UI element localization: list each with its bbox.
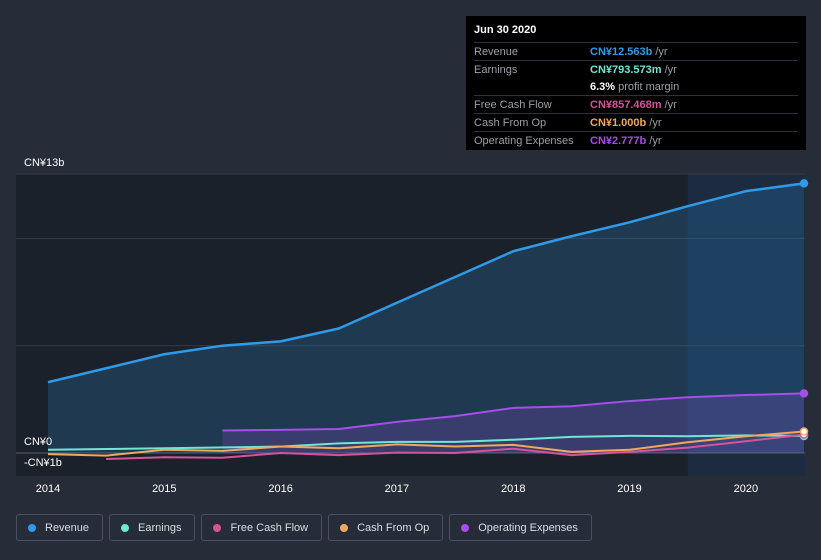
tooltip-row-unit: /yr: [655, 45, 668, 58]
legend-dot-icon: [28, 523, 36, 532]
x-axis-ticks: 2014 2015 2016 2017 2018 2019 2020: [36, 483, 758, 495]
line-earnings: [47, 434, 805, 451]
legend-item-revenue[interactable]: Revenue: [16, 514, 104, 541]
legend-dot-icon: [121, 523, 130, 532]
tooltip-row-unit: /yr: [664, 63, 677, 76]
x-axis-tick: 2017: [385, 483, 409, 495]
legend-item-free-cash-flow[interactable]: Free Cash Flow: [201, 514, 323, 541]
line-revenue: [47, 182, 805, 384]
tooltip-row-label: Cash From Op: [474, 116, 547, 129]
tooltip-row: Cash From Op CN¥1.000b/yr: [474, 113, 798, 131]
legend-dot-icon: [213, 523, 222, 532]
line-operating-expenses: [222, 392, 805, 432]
tooltip-row-value: CN¥2.777b: [590, 134, 647, 147]
x-axis-tick: 2016: [268, 483, 292, 495]
tooltip-row-unit: /yr: [649, 134, 662, 147]
x-axis-tick: 2015: [152, 483, 176, 495]
tooltip-row-unit: profit margin: [618, 80, 680, 93]
tooltip-row-label: Operating Expenses: [474, 134, 574, 147]
x-axis-tick: 2020: [734, 483, 758, 495]
legend-label: Free Cash Flow: [230, 521, 309, 534]
tooltip-row-value: CN¥857.468m: [590, 98, 662, 111]
tooltip-row-label: Earnings: [474, 63, 518, 76]
legend-item-earnings[interactable]: Earnings: [109, 514, 196, 541]
x-axis-tick: 2018: [501, 483, 525, 495]
tooltip-row-value: CN¥1.000b: [590, 116, 647, 129]
tooltip-rows: Revenue CN¥12.563b/yr Earnings CN¥793.573m /…: [474, 42, 798, 149]
point-cash-from-op: [799, 427, 809, 436]
legend-item-operating-expenses[interactable]: Operating Expenses: [449, 514, 592, 541]
legend-label: Revenue: [45, 521, 90, 534]
tooltip-row: Operating Expenses CN¥2.777b/yr: [474, 131, 798, 149]
tooltip-date: Jun 30 2020: [474, 24, 537, 36]
line-cash-from-op: [47, 430, 805, 457]
legend-label: Earnings: [138, 521, 182, 534]
line-free-cash-flow: [106, 433, 805, 461]
tooltip-row: 6.3% profit margin: [474, 78, 798, 95]
y-axis-labels: CN¥13b CN¥0 -CN¥1b: [24, 157, 64, 469]
series-group: [47, 179, 809, 461]
forecast-highlight-region: [687, 174, 805, 476]
x-axis-tick: 2019: [617, 483, 641, 495]
tooltip-row-label: Revenue: [474, 45, 519, 58]
legend-dot-icon: [461, 523, 470, 532]
area-operating-expenses: [222, 393, 804, 453]
tooltip-row: Earnings CN¥793.573m/yr: [474, 60, 798, 78]
legend-label: Cash From Op: [357, 521, 430, 534]
tooltip-row-unit: /yr: [649, 116, 662, 129]
plot-background: [16, 174, 805, 476]
legend-dot-icon: [340, 523, 349, 532]
y-axis-label: CN¥13b: [24, 157, 64, 169]
tooltip-row: Revenue CN¥12.563b/yr: [474, 42, 798, 60]
chart-legend: Revenue Earnings Free Cash Flow Cash From O…: [16, 514, 592, 541]
x-axis-tick: 2014: [36, 483, 60, 495]
y-axis-label: -CN¥1b: [24, 457, 62, 469]
legend-label: Operating Expenses: [478, 521, 578, 534]
point-revenue: [799, 179, 809, 188]
area-revenue: [48, 183, 804, 453]
data-tooltip: Jun 30 2020 Revenue CN¥12.563b/yr Earnings…: [466, 16, 806, 150]
tooltip-row-value: CN¥793.573m: [590, 63, 662, 76]
legend-item-cash-from-op[interactable]: Cash From Op: [328, 514, 444, 541]
tooltip-row-label: Free Cash Flow: [474, 98, 552, 111]
y-axis-label: CN¥0: [24, 436, 52, 448]
point-operating-expenses: [799, 389, 809, 398]
tooltip-row: Free Cash Flow CN¥857.468m/yr: [474, 95, 798, 113]
tooltip-row-unit: /yr: [664, 98, 677, 111]
tooltip-row-value: CN¥12.563b: [590, 45, 653, 58]
tooltip-row-value: 6.3%: [590, 80, 616, 93]
